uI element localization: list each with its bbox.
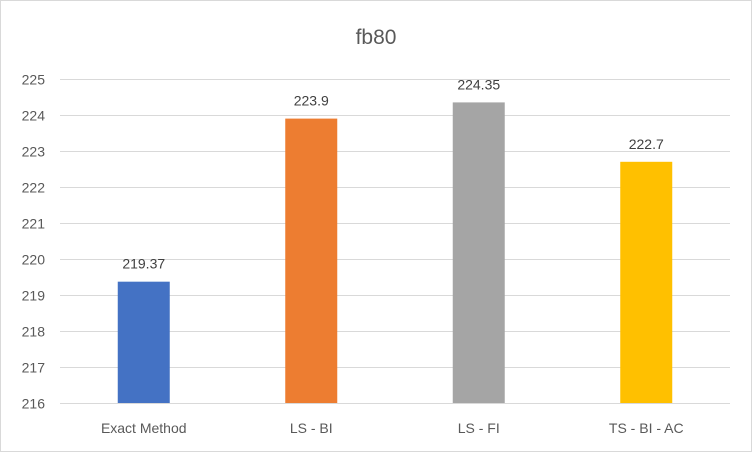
data-label: 223.9: [294, 93, 329, 109]
data-labels: 219.37 223.9 224.35 222.7: [122, 76, 664, 271]
y-tick-label: 222: [22, 180, 46, 196]
x-axis-ticks: Exact Method LS - BI LS - FI TS - BI - AC: [101, 420, 684, 436]
data-label: 219.37: [122, 256, 165, 272]
y-tick-label: 217: [22, 360, 46, 376]
gridlines: [60, 79, 730, 404]
data-label: 224.35: [457, 76, 500, 92]
x-tick-label: LS - BI: [290, 420, 333, 436]
y-tick-label: 219: [22, 288, 46, 304]
bar: [117, 281, 170, 403]
x-tick-label: LS - FI: [458, 420, 500, 436]
bar: [620, 161, 673, 403]
bar: [452, 102, 505, 404]
y-tick-label: 224: [22, 108, 46, 124]
y-tick-label: 218: [22, 324, 46, 340]
y-tick-label: 216: [22, 396, 46, 412]
chart-title: fb80: [356, 26, 397, 49]
x-tick-label: TS - BI - AC: [609, 420, 684, 436]
y-tick-label: 223: [22, 144, 46, 160]
y-axis-ticks: 216 217 218 219 220 221 222 223 224 225: [22, 72, 46, 412]
y-tick-label: 220: [22, 252, 46, 268]
data-label: 222.7: [629, 136, 664, 152]
y-tick-label: 225: [22, 72, 46, 88]
bar: [285, 118, 338, 403]
x-tick-label: Exact Method: [101, 420, 187, 436]
y-tick-label: 221: [22, 216, 46, 232]
bars: [117, 102, 673, 404]
